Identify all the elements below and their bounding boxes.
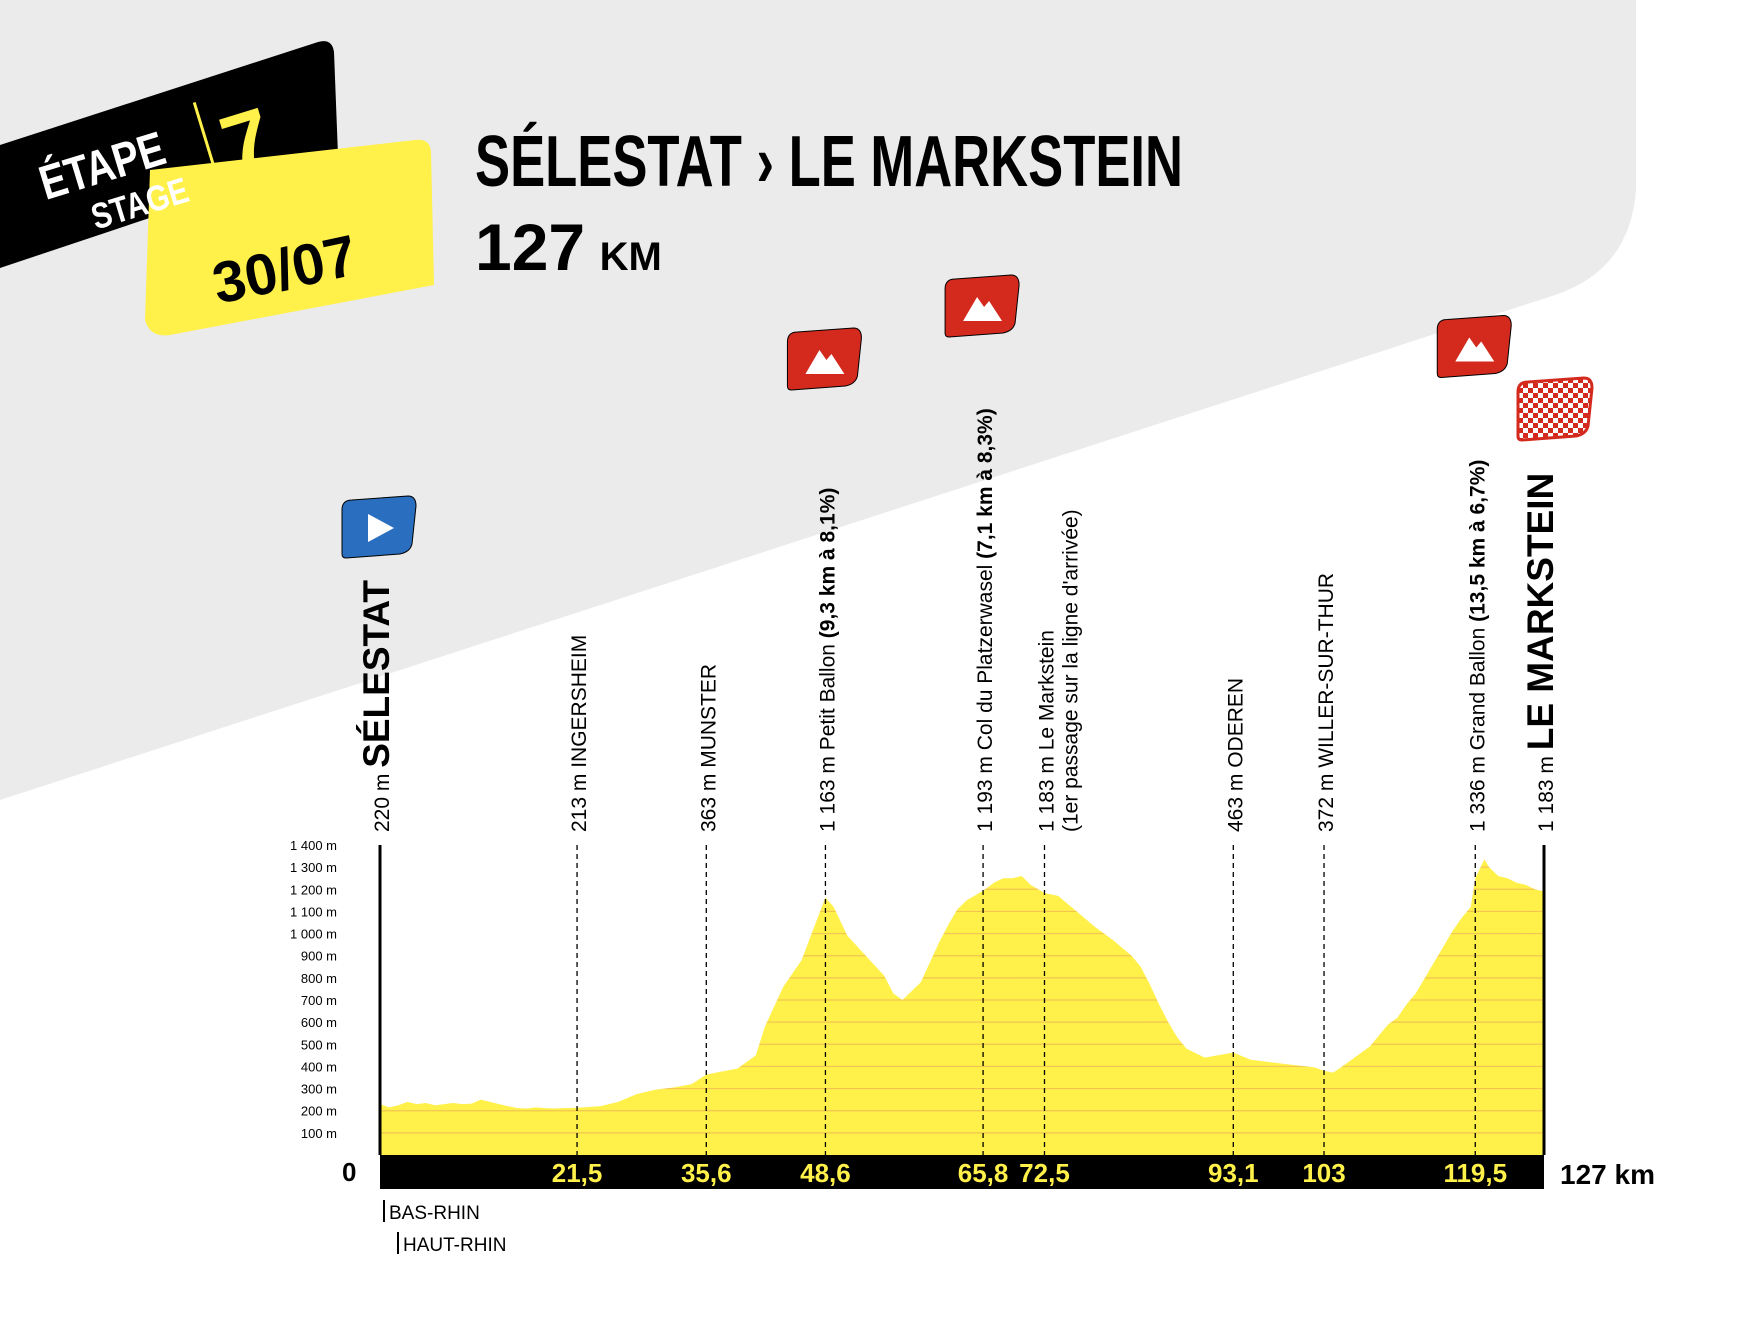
y-tick-label-9: 1 000 m — [290, 927, 337, 942]
marker-detail-4: (7,1 km à 8,3%) — [974, 408, 997, 564]
marker-altitude-1: 213 m — [568, 768, 591, 832]
marker-flags — [341, 274, 1594, 559]
marker-guides — [378, 845, 1546, 1155]
marker-label-0: 220 m SÉLESTAT — [356, 580, 397, 832]
y-tick-label-12: 1 300 m — [290, 860, 337, 875]
finish-flag-shape-9 — [1516, 376, 1594, 442]
x-axis-end-label: 127 km — [1560, 1159, 1655, 1190]
marker-altitude-4: 1 193 m — [974, 750, 997, 832]
route-title: SÉLESTAT › LE MARKSTEIN — [475, 122, 1183, 202]
marker-name-2: MUNSTER — [697, 664, 720, 768]
km-label-1: 21,5 — [552, 1158, 603, 1188]
marker-name-4: Col du Platzerwasel — [974, 565, 997, 751]
region-bas-rhin: BAS-RHIN — [389, 1203, 480, 1224]
date-badge-yellow — [145, 139, 434, 336]
marker-detail-8: (13,5 km à 6,7%) — [1466, 460, 1489, 628]
marker-detail-3: (9,3 km à 8,1%) — [816, 488, 839, 644]
elevation-area-layer — [380, 859, 1544, 1155]
marker-name-8: Grand Ballon — [1466, 628, 1489, 751]
stage-badge: ÉTAPE STAGE 7 30/07 — [0, 41, 434, 336]
marker-labels: 220 m SÉLESTAT 213 m INGERSHEIM 363 m MUNS… — [356, 408, 1561, 832]
y-tick-label-10: 1 100 m — [290, 904, 337, 919]
marker-name-7: WILLER-SUR-THUR — [1315, 573, 1338, 768]
km-label-5: 72,5 — [1019, 1158, 1070, 1188]
start-flag-0 — [341, 495, 417, 559]
distance-unit: KM — [600, 235, 662, 279]
y-tick-label-3: 400 m — [301, 1059, 337, 1074]
km-label-2: 35,6 — [681, 1158, 732, 1188]
marker-name-1: INGERSHEIM — [568, 635, 591, 768]
y-tick-label-11: 1 200 m — [290, 882, 337, 897]
km-label-4: 65,8 — [958, 1158, 1009, 1188]
marker-altitude-7: 372 m — [1315, 768, 1338, 832]
km-label-7: 103 — [1302, 1158, 1345, 1188]
y-axis: 100 m 200 m 300 m 400 m 500 m 600 m 700 m 800 m… — [290, 838, 337, 1141]
marker-label-1: 213 m INGERSHEIM — [568, 635, 591, 832]
marker-name-0: SÉLESTAT — [356, 580, 397, 768]
km-label-8: 119,5 — [1443, 1158, 1507, 1188]
marker-label-6: 463 m ODEREN — [1224, 678, 1247, 832]
marker-altitude-8: 1 336 m — [1466, 750, 1489, 832]
y-tick-label-2: 300 m — [301, 1082, 337, 1097]
finish-flag-9 — [1516, 376, 1594, 442]
mountain-icon-8 — [1455, 337, 1495, 362]
climb-flag-4 — [944, 274, 1020, 338]
marker-altitude-3: 1 163 m — [816, 750, 839, 832]
y-tick-label-6: 700 m — [301, 993, 337, 1008]
marker-name-5: Le Markstein — [1035, 630, 1058, 750]
x-axis-band — [380, 1155, 1544, 1189]
distance-title: 127 KM — [475, 210, 662, 284]
distance-value: 127 — [475, 210, 585, 284]
y-tick-label-5: 600 m — [301, 1015, 337, 1030]
y-tick-label-8: 900 m — [301, 949, 337, 964]
y-tick-label-4: 500 m — [301, 1037, 337, 1052]
marker-name-9: LE MARKSTEIN — [1520, 473, 1561, 751]
y-tick-label-1: 200 m — [301, 1104, 337, 1119]
marker-altitude-6: 463 m — [1224, 768, 1247, 832]
elevation-area — [380, 859, 1544, 1155]
marker-label-8: 1 336 m Grand Ballon (13,5 km à 6,7%) — [1466, 460, 1489, 832]
y-tick-label-0: 100 m — [301, 1126, 337, 1141]
marker-label-9: 1 183 m LE MARKSTEIN — [1520, 473, 1561, 832]
marker-altitude-9: 1 183 m — [1535, 750, 1558, 832]
marker-altitude-5: 1 183 m — [1035, 750, 1058, 832]
marker-label-2: 363 m MUNSTER — [697, 664, 720, 832]
km-label-6: 93,1 — [1208, 1158, 1259, 1188]
marker-label-3: 1 163 m Petit Ballon (9,3 km à 8,1%) — [816, 488, 839, 832]
marker-label-7: 372 m WILLER-SUR-THUR — [1315, 573, 1338, 832]
mountain-icon-3 — [805, 350, 845, 374]
badge-separator — [192, 101, 223, 192]
region-haut-rhin: HAUT-RHIN — [403, 1235, 506, 1256]
marker-name-3: Petit Ballon — [816, 644, 839, 750]
marker-label-4: 1 193 m Col du Platzerwasel (7,1 km à 8,… — [974, 408, 997, 832]
climb-flag-3 — [786, 327, 862, 391]
stage-badge-black — [0, 41, 338, 268]
x-axis-start-label: 0 — [342, 1157, 356, 1187]
marker-altitude-0: 220 m — [371, 768, 394, 832]
x-axis-bar: 21,5 35,6 48,6 65,8 72,5 93,1 103 119,5 — [380, 1155, 1544, 1189]
mountain-icon-4 — [963, 297, 1003, 321]
region-labels: BAS-RHIN HAUT-RHIN — [383, 1200, 506, 1256]
y-tick-label-7: 800 m — [301, 971, 337, 986]
play-icon-0 — [368, 514, 394, 542]
y-tick-label-13: 1 400 m — [290, 838, 337, 853]
marker-altitude-2: 363 m — [697, 768, 720, 832]
km-label-3: 48,6 — [800, 1158, 851, 1188]
marker-sublabel-5: (1er passage sur la ligne d'arrivée) — [1059, 509, 1082, 832]
marker-label-5: 1 183 m Le Markstein — [1035, 630, 1058, 832]
marker-name-6: ODEREN — [1224, 678, 1247, 768]
climb-flag-8 — [1436, 314, 1512, 379]
